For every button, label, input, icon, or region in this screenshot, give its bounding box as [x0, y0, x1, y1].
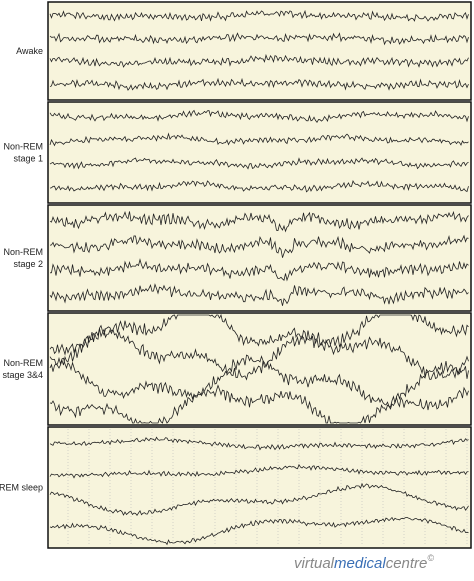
eeg-panel — [47, 204, 472, 312]
eeg-trace — [49, 516, 469, 546]
panel-label: stage 3&4 — [2, 370, 43, 380]
panel-label: Non-REM — [3, 247, 43, 257]
eeg-panel — [47, 101, 472, 204]
watermark-symbol: © — [427, 553, 434, 563]
watermark-part: centre — [386, 555, 428, 572]
eeg-trace — [49, 328, 469, 381]
eeg-panel — [47, 1, 472, 101]
eeg-trace — [49, 283, 469, 306]
panel-label: Non-REM — [3, 142, 43, 152]
eeg-trace — [49, 132, 469, 147]
eeg-trace — [49, 436, 469, 451]
eeg-panel — [47, 312, 472, 426]
eeg-trace — [49, 482, 469, 516]
eeg-trace — [49, 313, 469, 356]
watermark-part: virtual — [294, 555, 335, 572]
eeg-trace — [49, 77, 469, 91]
eeg-trace — [49, 234, 469, 258]
eeg-trace — [49, 384, 469, 424]
eeg-trace — [49, 179, 469, 193]
panel-label: Non-REM — [3, 358, 43, 368]
eeg-trace — [49, 210, 469, 233]
eeg-trace — [49, 53, 469, 68]
eeg-trace — [49, 109, 469, 124]
panel-label: stage 2 — [13, 259, 43, 269]
eeg-trace — [49, 463, 469, 479]
eeg-trace — [49, 354, 469, 408]
watermark-part: medical — [334, 555, 386, 572]
watermark: virtualmedicalcentre© — [294, 553, 434, 572]
eeg-panel — [47, 426, 472, 549]
panel-background — [47, 312, 472, 426]
eeg-trace — [49, 258, 469, 282]
panel-label: REM sleep — [0, 483, 43, 493]
panel-label: stage 1 — [13, 154, 43, 164]
panel-background — [47, 101, 472, 204]
eeg-trace — [49, 157, 469, 170]
panel-label: Awake — [16, 46, 43, 56]
eeg-trace — [49, 32, 469, 46]
eeg-trace — [49, 9, 469, 22]
